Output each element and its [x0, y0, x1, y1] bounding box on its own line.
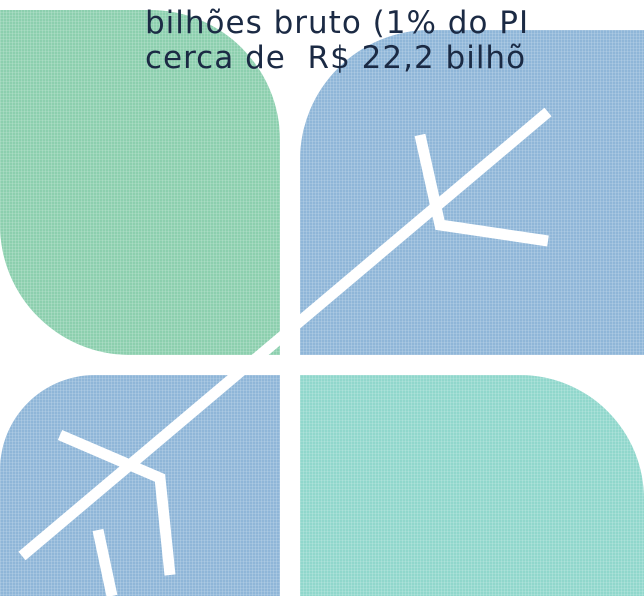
text-line: bilhões bruto (1% do PI	[145, 5, 529, 41]
leaf-graphic	[0, 10, 644, 596]
text-line: cerca de R$ 22,2 bilhõ	[145, 40, 526, 76]
page: bilhões bruto (1% do PI cerca de R$ 22,2…	[0, 0, 644, 596]
